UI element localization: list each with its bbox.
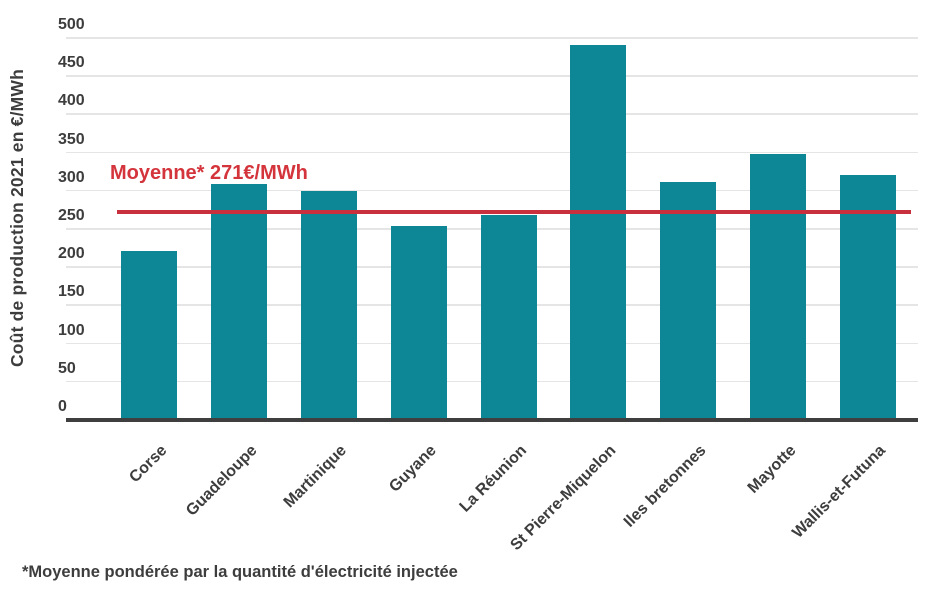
x-label-martinique: Martinique <box>280 442 350 512</box>
gridline-450 <box>66 75 918 77</box>
y-tick-label-0: 0 <box>58 398 67 415</box>
y-tick-label-400: 400 <box>58 92 85 110</box>
y-tick-label-500: 500 <box>58 16 85 33</box>
mean-reference-line <box>117 209 911 214</box>
x-label-iles-bretonnes: Iles bretonnes <box>620 442 710 531</box>
gridline-350 <box>66 151 918 154</box>
gridline-300 <box>66 189 918 192</box>
y-tick-label-350: 350 <box>58 130 85 148</box>
x-label-la-reunion: La Réunion <box>456 442 530 516</box>
x-label-wallis-et-futuna: Wallis-et-Futuna <box>789 442 890 542</box>
y-tick-label-200: 200 <box>58 245 85 263</box>
footnote: *Moyenne pondérée par la quantité d'élec… <box>22 563 458 581</box>
bar-iles-bretonnes <box>660 182 717 419</box>
y-tick-label-250: 250 <box>58 207 85 224</box>
bar-martinique <box>300 191 357 419</box>
x-label-guadeloupe: Guadeloupe <box>182 442 261 520</box>
gridline-400 <box>66 113 918 115</box>
y-axis-title: Coût de production 2021 en €/MWh <box>7 68 27 368</box>
y-tick-label-100: 100 <box>58 321 85 339</box>
bar-wallis-et-futuna <box>840 174 896 419</box>
y-tick-label-450: 450 <box>58 54 85 72</box>
bar-guadeloupe <box>211 183 268 419</box>
x-axis-line <box>66 418 918 422</box>
x-label-corse: Corse <box>126 442 171 487</box>
mean-line-label: Moyenne* 271€/MWh <box>110 162 308 184</box>
bar-st-pierre-miquelon <box>570 45 627 419</box>
bar-la-reunion <box>480 215 537 419</box>
bar-mayotte <box>750 153 807 419</box>
gridline-500 <box>66 37 918 39</box>
x-label-mayotte: Mayotte <box>744 442 800 497</box>
y-tick-label-50: 50 <box>58 359 76 377</box>
y-tick-label-150: 150 <box>58 283 85 301</box>
bar-guyane <box>390 226 447 419</box>
bar-corse <box>121 250 178 419</box>
x-label-guyane: Guyane <box>386 442 440 496</box>
y-tick-label-300: 300 <box>58 168 85 186</box>
